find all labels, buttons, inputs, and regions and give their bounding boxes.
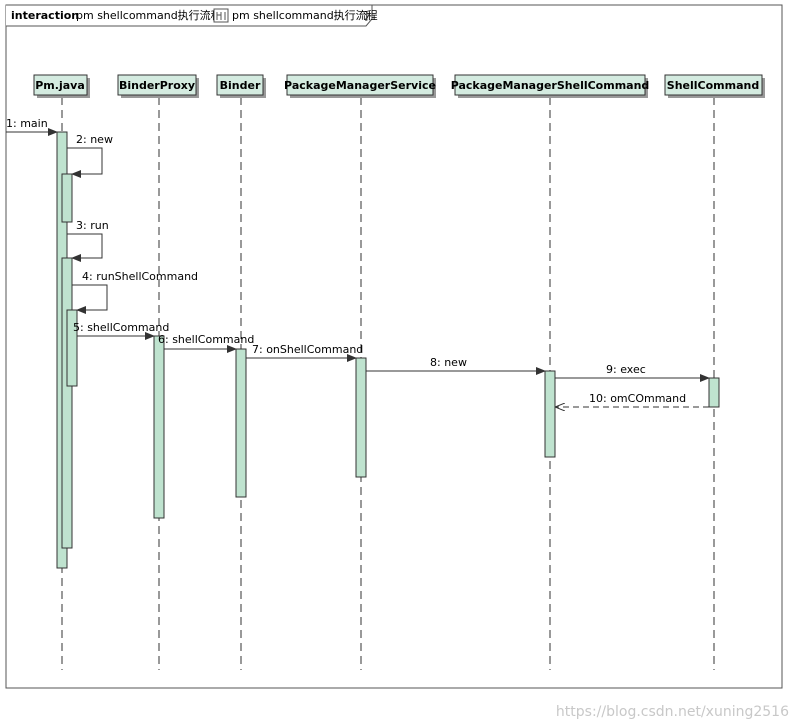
message-label: 5: shellCommand bbox=[73, 321, 169, 334]
lifeline-label: ShellCommand bbox=[667, 79, 759, 92]
activation-bar bbox=[235, 348, 247, 498]
message-label: 9: exec bbox=[606, 363, 646, 376]
message-label: 8: new bbox=[430, 356, 467, 369]
message-6: 6: shellCommand bbox=[158, 333, 254, 353]
message-label: 10: omCOmmand bbox=[589, 392, 686, 405]
lifeline-label: PackageManagerService bbox=[284, 79, 436, 92]
message-label: 6: shellCommand bbox=[158, 333, 254, 346]
lifeline-label: BinderProxy bbox=[119, 79, 195, 92]
message-7: 7: onShellCommand bbox=[246, 343, 363, 362]
activation-bar bbox=[355, 357, 367, 478]
activation-bar bbox=[153, 335, 165, 519]
message-8: 8: new bbox=[366, 356, 546, 375]
message-4: 4: runShellCommand bbox=[72, 270, 198, 314]
activation-bar bbox=[544, 370, 556, 458]
message-label: 3: run bbox=[76, 219, 109, 232]
activations bbox=[56, 131, 720, 569]
lifeline-header-shellcommand: ShellCommand bbox=[664, 74, 765, 98]
activation-bar bbox=[66, 309, 78, 387]
frame-title-inner: pm shellcommand执行流程 bbox=[232, 8, 378, 22]
message-label: 1: main bbox=[6, 117, 48, 130]
message-2: 2: new bbox=[67, 133, 113, 178]
message-3: 3: run bbox=[67, 219, 109, 262]
lifeline-label: PackageManagerShellCommand bbox=[451, 79, 650, 92]
message-9: 9: exec bbox=[555, 363, 710, 382]
frame-title-tab bbox=[6, 4, 373, 27]
watermark: https://blog.csdn.net/xuning2516 bbox=[556, 704, 789, 720]
diagram-icon bbox=[213, 8, 229, 23]
activation-bar bbox=[708, 377, 720, 408]
message-5: 5: shellCommand bbox=[73, 321, 169, 340]
lifeline-header-pm-java: Pm.java bbox=[33, 74, 90, 98]
activation-bar bbox=[61, 173, 73, 223]
lifeline-header-packagemanagerservice: PackageManagerService bbox=[284, 74, 436, 98]
lifeline-header-binderproxy: BinderProxy bbox=[117, 74, 199, 98]
lifeline-header-packagemanagershellcommand: PackageManagerShellCommand bbox=[451, 74, 650, 98]
message-label: 7: onShellCommand bbox=[252, 343, 363, 356]
lifeline-label: Binder bbox=[220, 79, 261, 92]
activation-bar bbox=[61, 257, 73, 549]
message-label: 2: new bbox=[76, 133, 113, 146]
frame-title-suffix: ] bbox=[364, 9, 368, 22]
frame-title-prefix: pm shellcommand执行流程 [ bbox=[76, 8, 229, 22]
frame-keyword: interaction bbox=[11, 9, 79, 22]
message-1: 1: main bbox=[6, 117, 58, 136]
message-10-return: 10: omCOmmand bbox=[556, 392, 709, 407]
lifeline-label: Pm.java bbox=[35, 79, 85, 92]
lifeline-header-binder: Binder bbox=[216, 74, 266, 98]
interaction-frame bbox=[5, 4, 783, 689]
message-label: 4: runShellCommand bbox=[82, 270, 198, 283]
